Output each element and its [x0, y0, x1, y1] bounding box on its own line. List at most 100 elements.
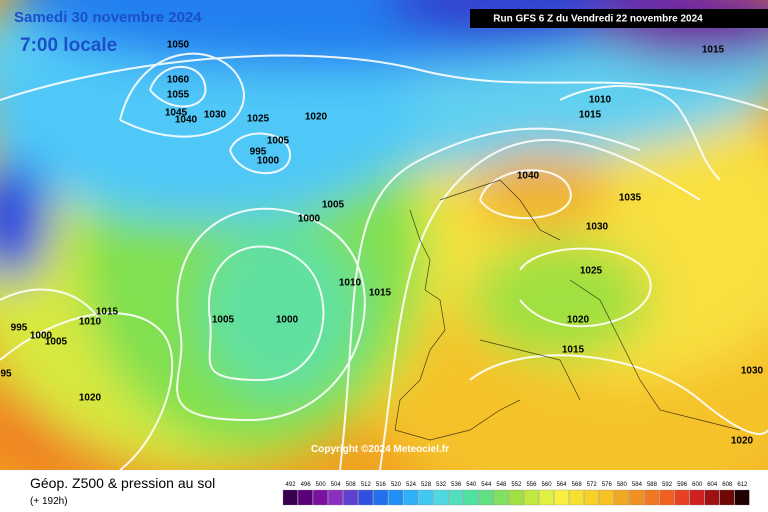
colorbar-cell [674, 489, 690, 506]
isobar-label: 1055 [167, 90, 190, 101]
colorbar-cell [523, 489, 539, 506]
colorbar-cell [734, 489, 750, 506]
colorbar-label: 528 [421, 482, 432, 488]
colorbar-label: 548 [496, 482, 507, 488]
colorbar-cell [282, 489, 298, 506]
colorbar-cell [568, 489, 584, 506]
isobar-label: 1000 [298, 214, 321, 225]
colorbar-cell [418, 489, 434, 506]
colorbar-label: 580 [617, 482, 628, 488]
colorbar-label: 516 [376, 482, 387, 488]
colorbar-label: 520 [391, 482, 402, 488]
colorbar-cell [644, 489, 660, 506]
colorbar-cell [629, 489, 645, 506]
colorbar-cell [403, 489, 419, 506]
colorbar-label: 524 [406, 482, 417, 488]
isobar-label: 1015 [579, 110, 602, 121]
colorbar-label: 504 [331, 482, 342, 488]
colorbar-label: 568 [572, 482, 583, 488]
colorbar-cell [478, 489, 494, 506]
colorbar-cell [704, 489, 720, 506]
isobar-label: 1025 [580, 266, 603, 277]
colorbar-label: 584 [632, 482, 643, 488]
isobar-label: 1005 [322, 200, 345, 211]
isobar-label: 1005 [45, 337, 68, 348]
isobar-label: 1020 [79, 393, 102, 404]
isobar-label: 1015 [702, 45, 725, 56]
isobar-label: 1015 [96, 307, 119, 318]
colorbar-label: 532 [436, 482, 447, 488]
colorbar-cell [553, 489, 569, 506]
colorbar: 492 496 500 504 508 512 516 520 524 528 532 536 540 5… [282, 482, 750, 506]
isobar-label: 1010 [79, 317, 102, 328]
isobar-label: 1005 [212, 315, 235, 326]
colorbar-cell [358, 489, 374, 506]
colorbar-cell [448, 489, 464, 506]
colorbar-label: 500 [316, 482, 327, 488]
colorbar-cell [599, 489, 614, 506]
isobar-label: 1020 [731, 436, 754, 447]
isobar-label: 1035 [619, 193, 642, 204]
isobar-label: 995 [250, 147, 267, 158]
isobar-label: 1000 [257, 156, 280, 167]
colorbar-cell [463, 489, 479, 506]
colorbar-label: 556 [526, 482, 537, 488]
isobar-label: 1015 [562, 345, 585, 356]
copyright: Copyright ©2024 Meteociel.fr [311, 444, 449, 455]
colorbar-label: 588 [647, 482, 658, 488]
forecast-date: Samedi 30 novembre 2024 [14, 9, 202, 26]
colorbar-label: 600 [692, 482, 703, 488]
footer-lead: (+ 192h) [30, 496, 68, 507]
isobar-label: 1010 [589, 95, 612, 106]
colorbar-cell [719, 489, 735, 506]
colorbar-label: 612 [737, 482, 748, 488]
colorbar-cell [614, 489, 630, 506]
colorbar-cell [508, 489, 524, 506]
isobar-label: 1000 [276, 315, 299, 326]
colorbar-cell [343, 489, 358, 506]
isobar-label: 1000 [30, 331, 53, 342]
isobar-label: 1030 [204, 110, 227, 121]
isobar-label: 1060 [167, 75, 190, 86]
isobar-label: 1020 [567, 315, 590, 326]
colorbar-label: 564 [557, 482, 568, 488]
run-info: Run GFS 6 Z du Vendredi 22 novembre 2024 [493, 14, 703, 25]
colorbar-label: 608 [722, 482, 733, 488]
colorbar-label: 576 [602, 482, 613, 488]
isobar-label: 1030 [741, 366, 764, 377]
colorbar-cell [328, 489, 343, 506]
colorbar-label: 552 [511, 482, 522, 488]
colorbar-cell [388, 489, 404, 506]
isobar-label: 1005 [267, 136, 290, 147]
colorbar-cell [584, 489, 599, 506]
colorbar-cell [373, 489, 389, 506]
colorbar-cell [312, 489, 328, 506]
isobar-label: 1015 [369, 288, 392, 299]
colorbar-label: 544 [481, 482, 492, 488]
run-banner [470, 9, 768, 28]
isobar-label: 1020 [305, 112, 328, 123]
colorbar-cell [659, 489, 675, 506]
isobar-label: 1040 [517, 171, 540, 182]
colorbar-label: 540 [466, 482, 477, 488]
isobars [0, 52, 768, 470]
forecast-time: 7:00 locale [20, 35, 117, 56]
isobar-label: 95 [0, 369, 12, 380]
isobar-label: 1045 [165, 108, 188, 119]
colorbar-label: 592 [662, 482, 673, 488]
isobar-label: 1010 [339, 278, 362, 289]
colorbar-label: 496 [301, 482, 312, 488]
colorbar-cell [433, 489, 449, 506]
colorbar-label: 492 [286, 482, 297, 488]
colorbar-label: 512 [361, 482, 372, 488]
colorbar-label: 560 [542, 482, 553, 488]
colorbar-cell [538, 489, 554, 506]
colorbar-label: 536 [451, 482, 462, 488]
footer-title: Géop. Z500 & pression au sol [30, 475, 215, 491]
coastlines [394, 179, 741, 441]
isobar-label: 1050 [167, 40, 190, 51]
